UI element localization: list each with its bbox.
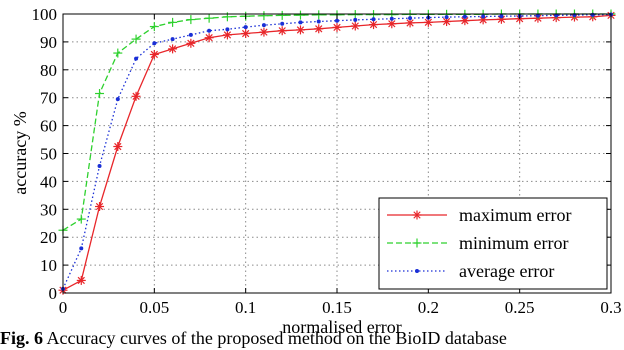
data-point (277, 10, 287, 20)
data-point (131, 91, 141, 101)
data-point (353, 17, 358, 22)
legend-entry: maximum error (387, 205, 571, 225)
x-tick-label: 0 (59, 298, 68, 317)
legend-marker (412, 210, 422, 220)
x-tick-label: 0.3 (600, 298, 621, 317)
y-tick-label: 60 (40, 117, 57, 136)
y-tick-label: 100 (32, 5, 58, 24)
figure-number: Fig. 6 (0, 328, 43, 348)
figure-caption-text: Accuracy curves of the proposed method o… (43, 328, 507, 348)
data-point (295, 25, 305, 35)
y-tick-label: 20 (40, 228, 57, 247)
data-point (335, 18, 339, 23)
data-point (131, 34, 141, 44)
x-tick-label: 0.05 (139, 298, 169, 317)
data-point (444, 15, 449, 20)
data-point (243, 25, 248, 30)
data-point (314, 10, 324, 20)
data-point (350, 21, 360, 31)
legend: maximum error minimum error average error (378, 197, 608, 290)
data-point (460, 16, 470, 26)
data-point (462, 14, 467, 19)
data-point (369, 20, 379, 30)
tick-labels: 0 0.05 0.1 0.15 0.2 0.25 0.3 0 10 20 30 40 50 60 70 80 9… (32, 5, 622, 317)
data-point (113, 142, 123, 152)
x-tick-label: 0.15 (322, 298, 352, 317)
data-point (225, 27, 230, 32)
data-point (79, 246, 84, 251)
data-point (405, 18, 415, 28)
data-point (222, 30, 232, 40)
data-point (423, 17, 433, 27)
data-point (76, 214, 86, 224)
axes (62, 13, 612, 294)
data-point (95, 202, 105, 212)
y-axis-label: accuracy % (10, 111, 30, 194)
y-tick-label: 30 (40, 200, 57, 219)
data-point (535, 13, 540, 18)
data-point (186, 38, 196, 48)
data-point (152, 41, 157, 46)
legend-label: minimum error (459, 233, 568, 253)
legend-label: maximum error (459, 205, 571, 225)
y-tick-label: 0 (49, 284, 58, 303)
data-point (259, 11, 269, 21)
data-point (481, 14, 486, 19)
x-axis-label: normalised error (282, 317, 401, 337)
data-point (186, 15, 196, 25)
data-point (350, 10, 360, 20)
data-point (168, 17, 178, 27)
legend-entry: minimum error (387, 233, 568, 253)
data-point (149, 22, 159, 32)
data-point (280, 21, 285, 26)
data-point (259, 27, 269, 37)
x-tick-label: 0.2 (418, 298, 439, 317)
y-tick-label: 50 (40, 145, 57, 164)
y-tick-label: 70 (40, 89, 57, 108)
data-point (115, 97, 120, 102)
legend-marker (415, 269, 419, 273)
data-point (204, 33, 214, 43)
legend-entry: average error (387, 261, 554, 281)
legend-label: average error (459, 261, 554, 281)
data-point (241, 29, 251, 39)
data-point (387, 19, 397, 29)
data-point (332, 22, 342, 32)
y-tick-label: 40 (40, 172, 57, 191)
data-point (295, 10, 305, 20)
data-point (188, 32, 193, 37)
data-point (113, 48, 123, 58)
data-point (76, 275, 86, 285)
data-point (371, 17, 376, 22)
data-point (134, 56, 139, 61)
series-average-error (61, 12, 613, 291)
data-point (314, 24, 324, 34)
data-point (207, 28, 212, 33)
y-tick-label: 80 (40, 61, 57, 80)
data-point (97, 164, 102, 169)
data-point (95, 89, 105, 99)
data-point (261, 23, 266, 28)
data-point (204, 13, 214, 23)
x-tick-label: 0.1 (235, 298, 256, 317)
data-point (442, 17, 452, 27)
y-tick-label: 90 (40, 33, 57, 52)
data-point (499, 14, 504, 19)
data-point (149, 49, 159, 59)
legend-marker (412, 238, 422, 248)
data-point (590, 12, 595, 17)
data-point (298, 20, 303, 25)
y-tick-label: 10 (40, 256, 57, 275)
data-point (170, 37, 175, 42)
x-tick-label: 0.25 (505, 298, 535, 317)
figure-caption: Fig. 6 Accuracy curves of the proposed m… (0, 327, 624, 350)
data-point (389, 16, 394, 21)
data-point (277, 26, 287, 36)
data-point (316, 19, 321, 24)
data-point (168, 44, 178, 54)
data-point (408, 16, 413, 21)
